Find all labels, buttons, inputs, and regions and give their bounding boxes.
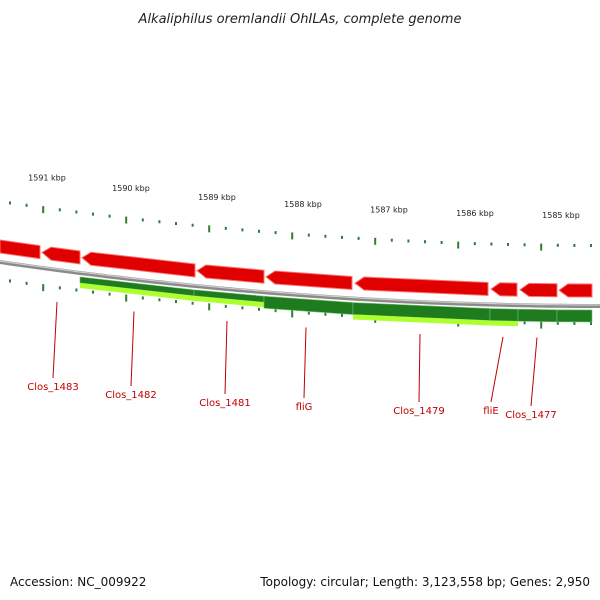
gene-label: fliE — [483, 406, 498, 417]
cds-arrow — [354, 276, 489, 296]
skew-track-segment — [490, 320, 518, 327]
gc-track-segment — [489, 308, 519, 322]
gene-leader-line — [52, 301, 58, 379]
skew-track-segment — [80, 282, 194, 301]
gene-label: Clos_1483 — [27, 382, 79, 393]
gc-track-segment — [517, 308, 558, 323]
gene-label: Clos_1479 — [393, 406, 445, 417]
gene-leader-line — [224, 320, 228, 395]
gene-labels: Clos_1483 Clos_1482 Clos_1481 fliG Clos_1479… — [27, 301, 557, 421]
kbp-tick-label: 1587 kbp — [370, 206, 408, 215]
kbp-tick-label: 1586 kbp — [456, 209, 494, 218]
cds-arrow — [41, 246, 81, 265]
kbp-tick-label: 1585 kbp — [542, 211, 580, 220]
upper-tick-row — [9, 201, 592, 251]
gene-leader-line — [490, 336, 504, 403]
cds-arrow — [265, 270, 353, 291]
gene-leader-line — [303, 327, 307, 399]
map-title: Alkaliphilus oremlandii OhILAs, complete… — [138, 12, 462, 27]
kbp-tick-label: 1589 kbp — [198, 193, 236, 202]
gene-label: Clos_1477 — [505, 410, 557, 421]
cds-feature-track — [0, 239, 593, 298]
kbp-tick-labels: 1591 kbp 1590 kbp 1589 kbp 1588 kbp 1587 kbp… — [28, 174, 580, 220]
backbone-highlight — [0, 260, 600, 306]
kbp-tick-label: 1591 kbp — [28, 174, 66, 183]
gene-label: Clos_1482 — [105, 390, 157, 401]
genome-backbone — [0, 260, 600, 308]
gene-leader-line — [130, 311, 135, 387]
analysis-tracks — [79, 276, 593, 327]
cds-arrow — [196, 264, 265, 284]
backbone-line — [0, 260, 600, 308]
kbp-tick-label: 1590 kbp — [112, 184, 150, 193]
gc-track-segment — [556, 309, 593, 323]
topology-text: Topology: circular; Length: 3,123,558 bp… — [260, 575, 590, 589]
cds-arrow — [81, 251, 196, 278]
kbp-tick-label: 1588 kbp — [284, 200, 322, 209]
gene-leader-line — [530, 337, 538, 407]
cds-arrow — [0, 239, 41, 260]
skew-track-segment — [194, 295, 264, 308]
gene-label: Clos_1481 — [199, 398, 251, 409]
cds-arrow — [490, 282, 518, 297]
gene-label: fliG — [296, 402, 313, 413]
gene-leader-line — [418, 334, 421, 403]
cds-arrow — [519, 282, 558, 298]
accession-text: Accession: NC_009922 — [10, 575, 147, 589]
skew-track-segment — [353, 314, 490, 326]
cds-arrow — [558, 283, 593, 298]
